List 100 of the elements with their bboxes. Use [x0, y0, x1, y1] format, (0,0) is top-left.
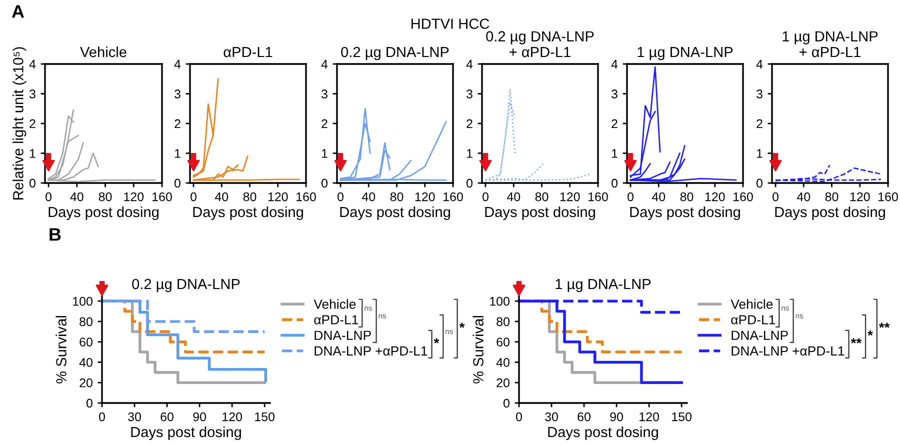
y-tick-label: 0	[504, 398, 510, 408]
x-tick-label: 90	[610, 412, 624, 422]
y-axis-title: Relative light unit (x10⁵)	[12, 47, 26, 200]
x-tick-label: 160	[152, 192, 172, 202]
y-tick-label: 2	[30, 119, 36, 128]
legend-label: αPD-L1	[731, 315, 776, 324]
x-tick-label: 120	[560, 192, 580, 202]
y-axis-title: % Survival	[56, 316, 66, 384]
x-axis-title: Days post dosing	[548, 426, 658, 440]
y-tick-label: 20	[80, 378, 92, 388]
y-tick-label: 2	[174, 119, 180, 128]
x-tick-label: 0	[516, 412, 522, 422]
x-axis-title: Days post dosing	[48, 206, 158, 220]
text: **	[878, 322, 890, 328]
x-tick-label: 120	[124, 192, 144, 202]
x-tick-label: 0	[338, 192, 344, 202]
y-tick-label: 4	[466, 60, 473, 69]
x-tick-label: 0	[99, 412, 105, 422]
y-tick-label: 3	[466, 90, 472, 98]
legend-label: DNA-LNP +αPD-L1	[314, 346, 428, 356]
y-tick-label: 2	[466, 119, 472, 128]
y-tick-label: 1	[612, 149, 618, 158]
x-axis-title: Days post dosing	[775, 206, 885, 220]
chart-title: 1 µg DNA-LNP + αPD-L1	[782, 31, 878, 58]
x-tick-label: 0	[46, 192, 52, 202]
y-tick-label: 1	[466, 149, 472, 158]
x-tick-label: 120	[705, 192, 725, 202]
y-tick-label: 4	[611, 60, 618, 69]
y-tick-label: 60	[80, 338, 92, 347]
y-tick-label: 1	[30, 149, 36, 158]
x-tick-label: 80	[243, 192, 256, 202]
text: HDTVI HCC	[412, 18, 490, 29]
x-tick-label: 40	[214, 192, 228, 202]
y-tick-label: 20	[496, 378, 510, 388]
y-axis-title: % Survival	[472, 316, 484, 384]
x-tick-label: 120	[850, 192, 870, 202]
y-tick-label: 3	[756, 90, 762, 98]
x-tick-label: 80	[535, 192, 548, 202]
y-tick-label: 1	[756, 149, 762, 158]
text: A	[12, 5, 24, 18]
y-tick-label: 2	[756, 119, 762, 128]
y-tick-label: 0	[86, 398, 92, 408]
chart-title: 0.2 µg DNA-LNP + αPD-L1	[486, 31, 594, 58]
y-tick-label: 80	[80, 317, 92, 326]
x-tick-label: 40	[362, 192, 376, 202]
text: **	[850, 338, 862, 344]
x-axis-title: Days post dosing	[485, 206, 595, 220]
chart-title: 0.2 µg DNA-LNP	[341, 46, 449, 60]
x-axis-title: Days post dosing	[630, 206, 740, 220]
y-tick-label: 2	[612, 119, 618, 128]
y-tick-label: 40	[79, 358, 92, 367]
x-tick-label: 0	[190, 192, 196, 202]
y-tick-label: 0	[322, 178, 328, 188]
x-tick-label: 80	[98, 192, 112, 202]
legend-label: Vehicle	[730, 299, 773, 309]
x-tick-label: 40	[796, 192, 810, 202]
x-axis-title: Days post dosing	[340, 206, 450, 220]
x-tick-label: 120	[640, 412, 660, 422]
x-tick-label: 80	[390, 192, 404, 202]
x-tick-label: 120	[415, 192, 435, 202]
x-axis-title: Days post dosing	[131, 426, 241, 440]
y-tick-label: 40	[496, 358, 510, 367]
x-tick-label: 160	[296, 192, 316, 202]
y-tick-label: 3	[612, 90, 618, 98]
y-tick-label: 0	[612, 178, 618, 188]
x-tick-label: 160	[734, 192, 753, 202]
x-tick-label: 0	[628, 192, 634, 202]
x-tick-label: 80	[825, 192, 838, 202]
y-tick-label: 0	[466, 178, 472, 188]
y-tick-label: 1	[174, 149, 180, 158]
x-tick-label: 60	[160, 412, 174, 422]
text: *	[459, 322, 465, 328]
y-tick-label: 60	[496, 338, 510, 347]
chart-title: 1 µg DNA-LNP	[638, 47, 733, 60]
y-tick-label: 100	[73, 296, 92, 306]
legend-label: DNA-LNP +αPD-L1	[732, 346, 844, 356]
x-tick-label: 150	[672, 412, 692, 422]
y-tick-label: 4	[29, 60, 36, 69]
x-tick-label: 80	[680, 192, 694, 202]
text: *	[434, 338, 440, 344]
y-tick-label: 0	[30, 178, 36, 188]
x-tick-label: 30	[545, 412, 558, 422]
y-tick-label: 0	[174, 178, 180, 188]
x-tick-label: 90	[193, 412, 206, 422]
x-tick-label: 40	[506, 192, 520, 202]
chart-title: 0.2 µg DNA-LNP	[132, 278, 240, 292]
text: B	[50, 228, 61, 241]
x-tick-label: 60	[578, 412, 590, 422]
y-tick-label: 80	[496, 317, 510, 326]
chart-title: 1 µg DNA-LNP	[556, 279, 651, 292]
y-tick-label: 3	[174, 90, 180, 98]
x-tick-label: 40	[652, 192, 666, 202]
x-tick-label: 150	[255, 412, 275, 422]
x-tick-label: 0	[772, 192, 778, 202]
x-tick-label: 160	[444, 192, 463, 202]
y-tick-label: 3	[322, 90, 328, 98]
y-tick-label: 1	[322, 149, 328, 158]
x-tick-label: 0	[482, 192, 488, 202]
x-tick-label: 30	[128, 412, 141, 422]
y-tick-label: 4	[174, 60, 181, 69]
